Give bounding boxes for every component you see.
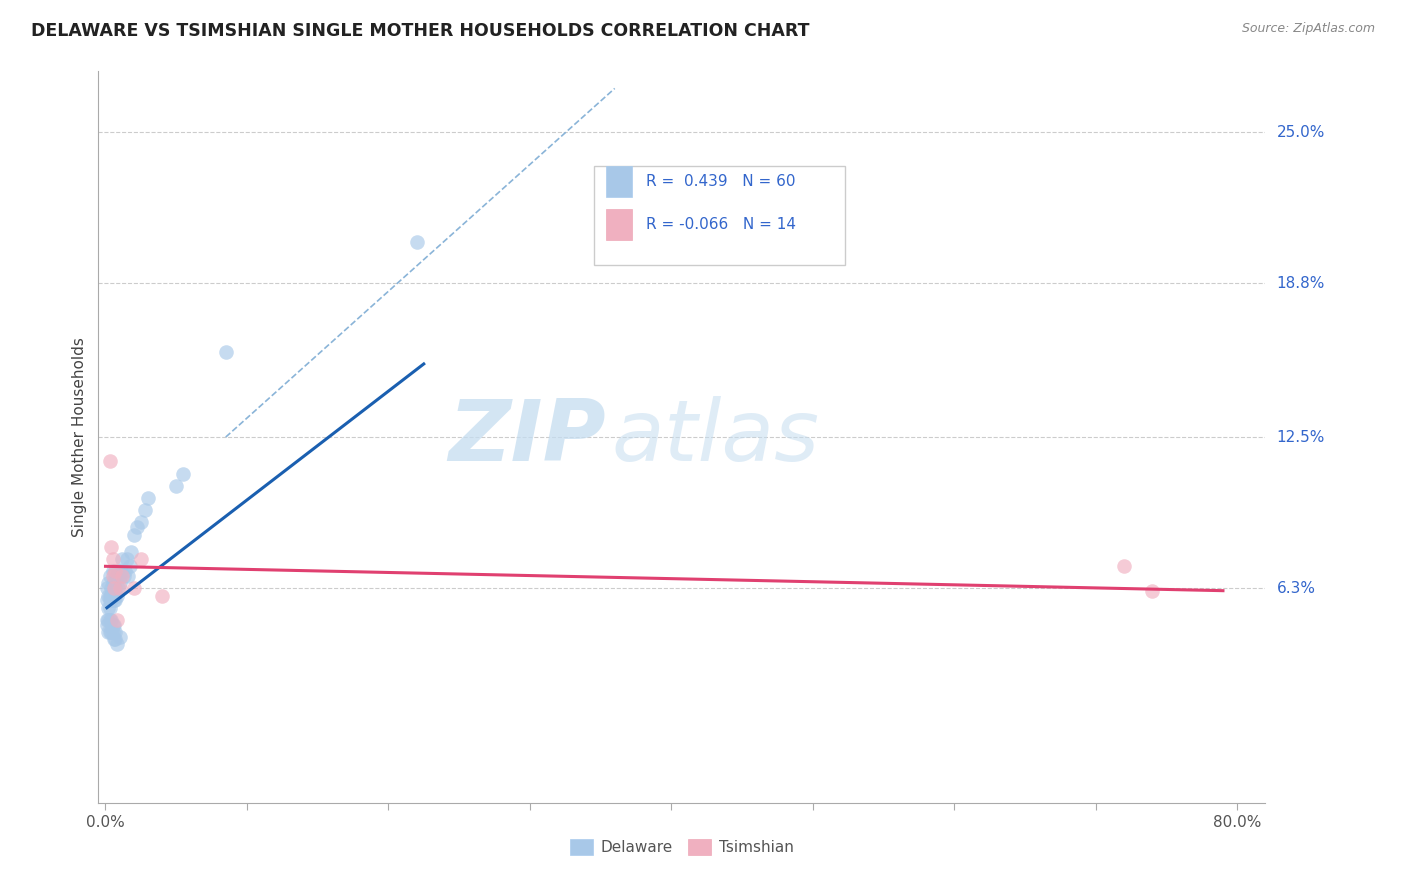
Point (112, 569, 135, 583)
Point (111, 569, 134, 583)
Point (104, 581, 127, 595)
Point (104, 564, 127, 578)
Point (100, 613, 122, 627)
Point (405, 235, 427, 249)
Legend: Delaware, Tsimshian: Delaware, Tsimshian (564, 833, 800, 861)
Point (104, 564, 127, 578)
Point (125, 520, 148, 534)
Point (105, 569, 128, 583)
Point (107, 581, 129, 595)
Text: 12.5%: 12.5% (1277, 430, 1324, 444)
Point (96, 613, 118, 627)
Text: DELAWARE VS TSIMSHIAN SINGLE MOTHER HOUSEHOLDS CORRELATION CHART: DELAWARE VS TSIMSHIAN SINGLE MOTHER HOUS… (31, 22, 810, 40)
Point (103, 576, 125, 591)
FancyBboxPatch shape (606, 209, 631, 240)
Point (105, 613, 128, 627)
Text: atlas: atlas (612, 395, 820, 479)
Point (103, 632, 125, 647)
Point (103, 581, 125, 595)
Point (104, 593, 127, 607)
Point (122, 581, 145, 595)
Text: R = -0.066   N = 14: R = -0.066 N = 14 (645, 217, 796, 232)
Text: 25.0%: 25.0% (1277, 125, 1324, 140)
Point (110, 564, 132, 578)
Point (120, 544, 142, 558)
Point (97, 613, 120, 627)
Point (100, 540, 122, 554)
Point (100, 589, 122, 603)
Point (101, 576, 124, 591)
Text: R =  0.439   N = 60: R = 0.439 N = 60 (645, 174, 796, 189)
Point (105, 637, 128, 651)
Text: 6.3%: 6.3% (1277, 581, 1316, 596)
Text: 18.8%: 18.8% (1277, 276, 1324, 291)
Point (215, 344, 238, 359)
Point (172, 467, 194, 481)
Point (115, 552, 138, 566)
Point (103, 589, 125, 603)
Point (101, 617, 124, 632)
Point (103, 593, 125, 607)
Point (118, 559, 141, 574)
Point (103, 617, 125, 632)
Point (97, 576, 120, 591)
Point (101, 625, 124, 640)
Point (98, 600, 121, 615)
Point (108, 581, 131, 595)
Point (108, 569, 131, 583)
Point (104, 632, 127, 647)
Point (100, 593, 122, 607)
Point (97, 589, 120, 603)
Point (96, 581, 118, 595)
Point (117, 569, 139, 583)
Point (97, 600, 120, 615)
Point (1142, 583, 1164, 598)
Point (129, 516, 152, 530)
Point (111, 552, 134, 566)
Point (134, 503, 156, 517)
Point (100, 581, 122, 595)
Point (129, 552, 152, 566)
Point (97, 625, 120, 640)
Point (150, 589, 173, 603)
Point (136, 491, 159, 505)
Point (98, 613, 121, 627)
Point (101, 552, 124, 566)
Point (114, 564, 136, 578)
Point (98, 593, 121, 607)
FancyBboxPatch shape (606, 167, 631, 197)
Point (108, 576, 131, 591)
Point (96, 617, 118, 632)
Point (101, 589, 124, 603)
Point (1112, 559, 1135, 574)
Point (122, 527, 145, 541)
Text: Source: ZipAtlas.com: Source: ZipAtlas.com (1241, 22, 1375, 36)
Point (98, 625, 121, 640)
Point (105, 589, 128, 603)
Point (98, 589, 121, 603)
Point (101, 564, 124, 578)
Point (108, 630, 131, 644)
Point (107, 564, 129, 578)
Y-axis label: Single Mother Households: Single Mother Households (72, 337, 87, 537)
Point (96, 593, 118, 607)
FancyBboxPatch shape (595, 167, 845, 265)
Point (98, 454, 121, 468)
Point (101, 569, 124, 583)
Point (100, 625, 122, 640)
Point (104, 625, 127, 640)
Text: ZIP: ZIP (449, 395, 606, 479)
Point (165, 479, 187, 493)
Point (98, 569, 121, 583)
